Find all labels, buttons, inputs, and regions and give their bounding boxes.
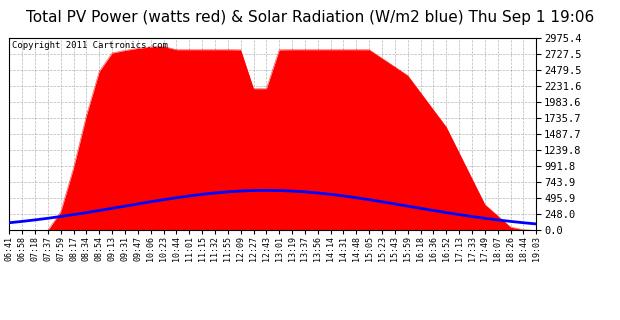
Text: Total PV Power (watts red) & Solar Radiation (W/m2 blue) Thu Sep 1 19:06: Total PV Power (watts red) & Solar Radia…: [26, 10, 594, 25]
Text: Copyright 2011 Cartronics.com: Copyright 2011 Cartronics.com: [12, 41, 168, 50]
